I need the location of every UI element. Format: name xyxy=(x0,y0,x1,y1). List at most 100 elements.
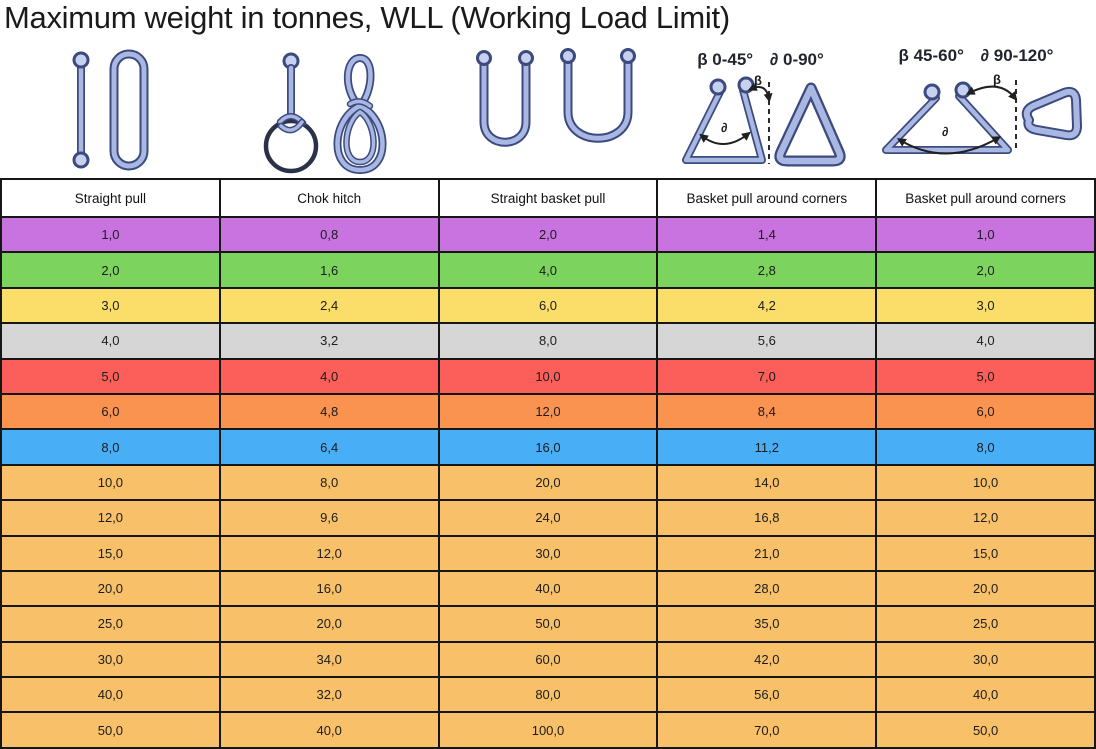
beta-symbol: β xyxy=(754,74,762,88)
table-cell: 80,0 xyxy=(437,676,659,714)
table-row: 8,0 6,4 16,0 11,2 8,0 xyxy=(0,428,1096,466)
table-row: 15,0 12,0 30,0 21,0 15,0 xyxy=(0,534,1096,572)
table-row: 4,0 3,2 8,0 5,6 4,0 xyxy=(0,322,1096,360)
table-cell: 20,0 xyxy=(218,605,440,643)
column-header-straight-pull: Straight pull xyxy=(0,178,221,218)
table-cell: 16,0 xyxy=(437,428,659,466)
table-row: 40,0 32,0 80,0 56,0 40,0 xyxy=(0,676,1096,714)
table-cell: 3,0 xyxy=(0,286,221,325)
table-cell: 50,0 xyxy=(0,711,221,749)
table-row: 3,0 2,4 6,0 4,2 3,0 xyxy=(0,286,1096,325)
table-cell: 24,0 xyxy=(437,499,659,537)
table-cell: 40,0 xyxy=(218,711,440,749)
table-row: 20,0 16,0 40,0 28,0 20,0 xyxy=(0,569,1096,608)
table-cell: 21,0 xyxy=(656,534,878,572)
table-cell: 0,8 xyxy=(218,215,440,254)
table-cell: 42,0 xyxy=(656,640,878,679)
column-header-corner-basket-2: Basket pull around corners xyxy=(875,178,1096,218)
angle-range-label-narrow: β 0-45° ∂ 0-90° xyxy=(663,50,858,70)
table-cell: 100,0 xyxy=(437,711,659,749)
table-cell: 5,6 xyxy=(656,322,878,360)
table-cell: 4,2 xyxy=(656,286,878,325)
table-cell: 5,0 xyxy=(0,357,221,395)
table-cell: 6,4 xyxy=(218,428,440,466)
table-cell: 9,6 xyxy=(218,499,440,537)
angle-range-label-wide: β 45-60° ∂ 90-120° xyxy=(866,46,1086,66)
table-cell: 16,8 xyxy=(656,499,878,537)
beta-range-wide: β 45-60° xyxy=(898,46,964,65)
table-cell: 70,0 xyxy=(656,711,878,749)
table-cell: 12,0 xyxy=(437,392,659,431)
table-cell: 40,0 xyxy=(0,676,221,714)
table-cell: 28,0 xyxy=(656,569,878,608)
table-cell: 6,0 xyxy=(437,286,659,325)
table-cell: 30,0 xyxy=(437,534,659,572)
table-cell: 1,4 xyxy=(656,215,878,254)
wll-table-body: 1,0 0,8 2,0 1,4 1,0 2,0 1,6 4,0 2,8 2,0 3,0 2,4 6,0 4… xyxy=(0,215,1096,749)
table-cell: 11,2 xyxy=(656,428,878,466)
table-cell: 4,0 xyxy=(218,357,440,395)
table-cell: 40,0 xyxy=(437,569,659,608)
table-cell: 30,0 xyxy=(875,640,1096,679)
beta-symbol: β xyxy=(993,74,1001,87)
table-row: 50,0 40,0 100,0 70,0 50,0 xyxy=(0,711,1096,749)
table-cell: 1,0 xyxy=(875,215,1096,254)
table-cell: 2,0 xyxy=(0,251,221,289)
sling-figures: β 0-45° ∂ 0-90° β ∂ β 45-60° ∂ 90- xyxy=(0,40,1096,178)
wll-table-header: Straight pull Chok hitch Straight basket… xyxy=(0,178,1096,218)
table-cell: 4,0 xyxy=(437,251,659,289)
table-cell: 2,4 xyxy=(218,286,440,325)
table-cell: 8,0 xyxy=(218,463,440,502)
table-cell: 32,0 xyxy=(218,676,440,714)
table-cell: 7,0 xyxy=(656,357,878,395)
table-cell: 40,0 xyxy=(875,676,1096,714)
table-cell: 2,0 xyxy=(875,251,1096,289)
column-header-basket-pull: Straight basket pull xyxy=(437,178,659,218)
delta-symbol: ∂ xyxy=(942,124,948,139)
table-cell: 20,0 xyxy=(437,463,659,502)
table-cell: 14,0 xyxy=(656,463,878,502)
column-header-chok-hitch: Chok hitch xyxy=(218,178,440,218)
header-row: Straight pull Chok hitch Straight basket… xyxy=(0,178,1096,218)
table-row: 30,0 34,0 60,0 42,0 30,0 xyxy=(0,640,1096,679)
corner-basket-narrow-angle-diagram: β ∂ xyxy=(663,74,858,176)
table-cell: 30,0 xyxy=(0,640,221,679)
table-cell: 6,0 xyxy=(875,392,1096,431)
table-row: 25,0 20,0 50,0 35,0 25,0 xyxy=(0,605,1096,643)
table-cell: 10,0 xyxy=(875,463,1096,502)
delta-range-wide: ∂ 90-120° xyxy=(980,46,1054,65)
table-cell: 60,0 xyxy=(437,640,659,679)
table-cell: 34,0 xyxy=(218,640,440,679)
table-cell: 3,0 xyxy=(875,286,1096,325)
page-title: Maximum weight in tonnes, WLL (Working L… xyxy=(4,0,730,35)
table-cell: 1,0 xyxy=(0,215,221,254)
table-cell: 12,0 xyxy=(218,534,440,572)
table-cell: 50,0 xyxy=(437,605,659,643)
table-cell: 25,0 xyxy=(0,605,221,643)
beta-range-narrow: β 0-45° xyxy=(697,50,754,69)
table-cell: 25,0 xyxy=(875,605,1096,643)
table-cell: 16,0 xyxy=(218,569,440,608)
table-row: 1,0 0,8 2,0 1,4 1,0 xyxy=(0,215,1096,254)
table-cell: 20,0 xyxy=(875,569,1096,608)
table-cell: 20,0 xyxy=(0,569,221,608)
basket-pull-sling-icon xyxy=(476,48,636,176)
table-cell: 8,0 xyxy=(875,428,1096,466)
table-cell: 15,0 xyxy=(875,534,1096,572)
table-cell: 4,8 xyxy=(218,392,440,431)
table-row: 12,0 9,6 24,0 16,8 12,0 xyxy=(0,499,1096,537)
table-cell: 50,0 xyxy=(875,711,1096,749)
delta-symbol: ∂ xyxy=(721,120,727,135)
table-cell: 2,0 xyxy=(437,215,659,254)
table-cell: 15,0 xyxy=(0,534,221,572)
table-row: 2,0 1,6 4,0 2,8 2,0 xyxy=(0,251,1096,289)
table-cell: 4,0 xyxy=(0,322,221,360)
table-cell: 6,0 xyxy=(0,392,221,431)
table-cell: 3,2 xyxy=(218,322,440,360)
table-row: 5,0 4,0 10,0 7,0 5,0 xyxy=(0,357,1096,395)
table-cell: 4,0 xyxy=(875,322,1096,360)
table-row: 10,0 8,0 20,0 14,0 10,0 xyxy=(0,463,1096,502)
corner-basket-wide-angle-diagram: β ∂ xyxy=(866,74,1086,155)
table-cell: 10,0 xyxy=(437,357,659,395)
